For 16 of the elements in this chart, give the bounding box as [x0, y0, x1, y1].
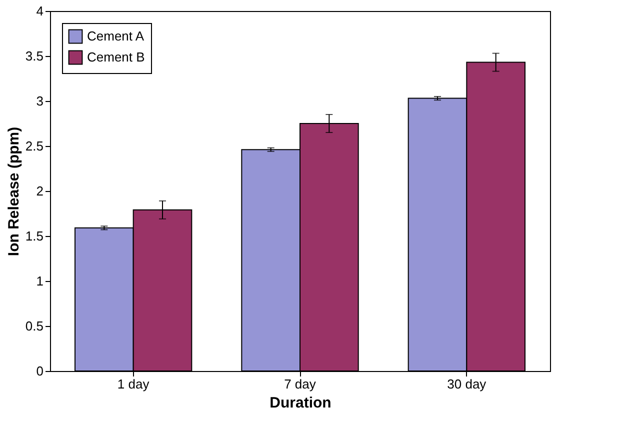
y-tick-label: 1.5 [25, 228, 44, 244]
y-tick-label: 3 [36, 94, 44, 108]
y-tick-label: 0 [36, 364, 44, 378]
x-tick-label: 1 day [117, 376, 150, 392]
y-axis-title: Ion Release (ppm) [5, 126, 22, 256]
x-tick-label: 7 day [284, 376, 316, 392]
y-tick-label: 3.5 [25, 48, 44, 64]
x-tick-label: 30 day [447, 376, 487, 392]
legend-label: Cement A [87, 28, 144, 44]
y-tick-label: 4 [36, 4, 44, 18]
legend-label: Cement B [87, 50, 145, 64]
y-tick-label: 2 [36, 184, 44, 198]
x-axis-title: Duration [270, 394, 332, 412]
y-tick-label: 2.5 [25, 138, 44, 154]
y-tick-label: 0.5 [25, 318, 44, 334]
y-tick-label: 1 [36, 274, 44, 288]
